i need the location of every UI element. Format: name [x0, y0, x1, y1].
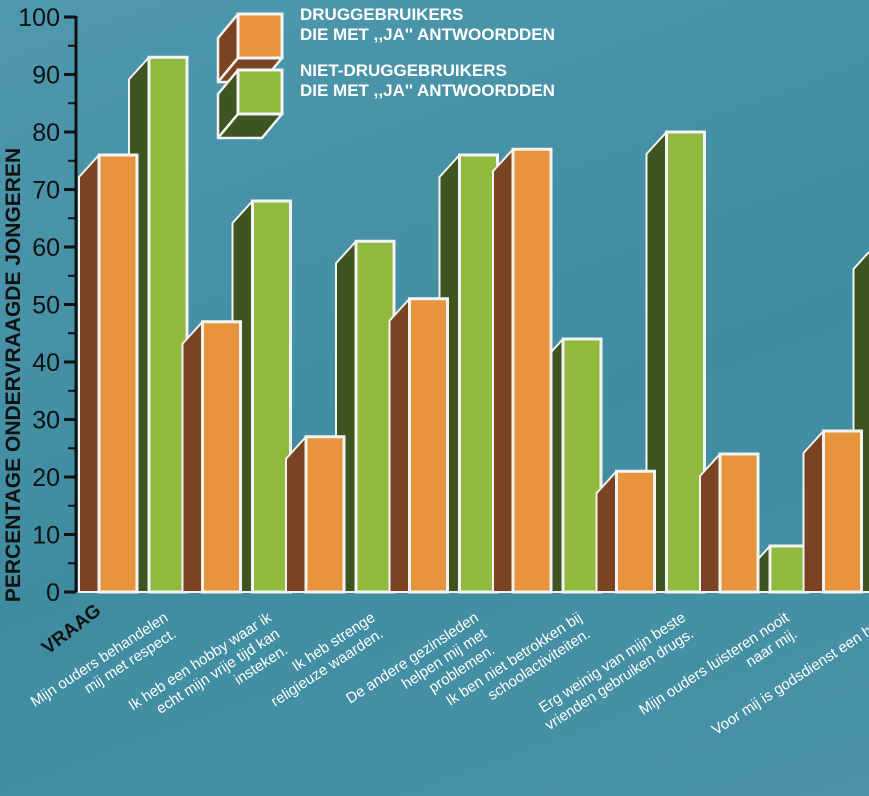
bar-drug-side: [388, 297, 411, 593]
bar-niet-front: [768, 544, 810, 594]
bar-drug-side: [595, 470, 618, 593]
legend-label: DRUGGEBRUIKERS: [300, 5, 463, 24]
legend-label: NIET-DRUGGEBRUIKERS: [300, 61, 507, 80]
bar-niet-front: [354, 239, 396, 594]
y-tick-label: 40: [32, 349, 60, 377]
y-tick-label: 20: [32, 464, 60, 492]
bar-druggebruikers: [388, 297, 449, 594]
legend-label: DIE MET ,,JA'' ANTWOORDDEN: [300, 81, 555, 100]
bar-drug-side: [802, 430, 825, 593]
bar-druggebruikers: [492, 147, 553, 594]
legend-swatch: [236, 68, 284, 116]
y-tick-label: 90: [32, 62, 60, 90]
bar-drug-side: [78, 154, 100, 593]
y-tick-label: 100: [18, 4, 60, 32]
bar-druggebruikers: [181, 320, 242, 594]
y-tick-label: 0: [46, 579, 60, 607]
x-axis-label: VRAAG: [38, 600, 105, 659]
legend-label: DIE MET ,,JA'' ANTWOORDDEN: [300, 25, 555, 44]
bar-drug-side: [699, 453, 721, 593]
bar-niet-front: [665, 130, 706, 594]
bar-drug-front: [615, 469, 656, 594]
y-tick-label: 70: [32, 177, 60, 205]
bar-druggebruikers: [285, 435, 346, 594]
bar-drug-side: [492, 148, 514, 593]
bar-drug-front: [408, 297, 449, 594]
bar-druggebruikers: [699, 452, 760, 594]
bar-drug-front: [201, 320, 242, 594]
y-tick-label: 60: [32, 234, 60, 262]
bar-drug-front: [718, 452, 760, 594]
y-tick-label: 10: [32, 522, 60, 550]
bar-drug-side: [181, 320, 204, 593]
bar-niet-front: [251, 199, 292, 594]
legend-swatch: [236, 12, 284, 60]
bar-druggebruikers: [595, 469, 656, 594]
bar-druggebruikers: [802, 429, 863, 594]
bar-niet-front: [561, 337, 603, 594]
bar-drug-front: [97, 153, 139, 594]
y-tick-label: 30: [32, 407, 60, 435]
bar-drug-front: [304, 435, 346, 594]
bar-drug-front: [822, 429, 863, 594]
bar-niet-front: [458, 153, 499, 594]
bar-druggebruikers: [78, 153, 139, 594]
bar-drug-side: [285, 435, 307, 593]
y-tick-label: 50: [32, 292, 60, 320]
y-tick-label: 80: [32, 119, 60, 147]
bar-niet-front: [147, 55, 189, 594]
bar-drug-front: [511, 147, 553, 594]
bar-niet-druggebruikers: [438, 153, 499, 594]
y-axis-label: PERCENTAGE ONDERVRAAGDE JONGEREN: [2, 148, 25, 602]
